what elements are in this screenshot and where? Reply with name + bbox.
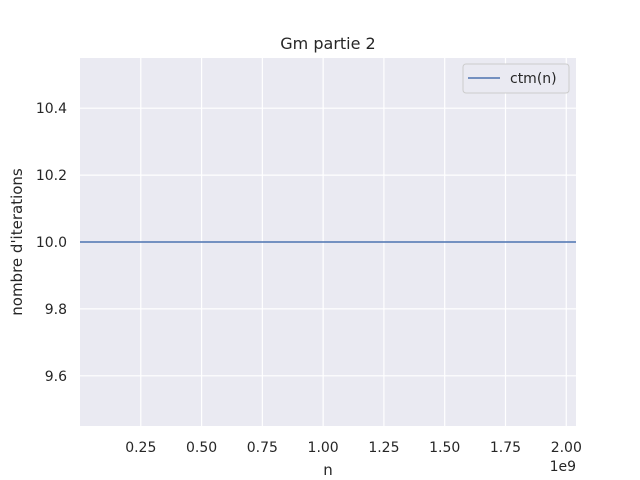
- x-tick-label: 2.00: [551, 440, 582, 456]
- x-tick-label: 1.75: [490, 440, 521, 456]
- y-tick-label: 9.8: [45, 302, 67, 318]
- y-tick-label: 9.6: [45, 369, 67, 385]
- x-tick-label: 0.50: [186, 440, 217, 456]
- x-tick-label: 1.00: [308, 440, 339, 456]
- chart-title: Gm partie 2: [280, 34, 375, 53]
- legend-box: [462, 63, 570, 94]
- x-tick-label: 0.75: [247, 440, 278, 456]
- y-tick-label: 10.4: [36, 101, 67, 117]
- tick-labels: 0.25 0.50 0.75 1.00 1.25 1.50 1.75 2.00 9.6 9.8 10…: [36, 101, 582, 456]
- x-tick-label: 1.25: [368, 440, 399, 456]
- x-tick-label: 0.25: [125, 440, 156, 456]
- y-tick-label: 10.0: [36, 235, 67, 251]
- x-axis-label: n: [323, 461, 333, 479]
- y-axis-label: nombre d'iterations: [8, 168, 26, 316]
- x-tick-label: 1.50: [429, 440, 460, 456]
- x-axis-offset-label: 1e9: [550, 459, 576, 475]
- legend: ctm(n): [462, 63, 570, 94]
- legend-label-ctm: ctm(n): [510, 71, 557, 87]
- y-tick-label: 10.2: [36, 168, 67, 184]
